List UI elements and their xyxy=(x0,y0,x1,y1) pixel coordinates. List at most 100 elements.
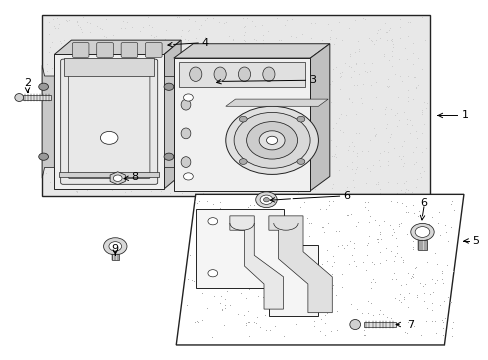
Point xyxy=(45,49,53,55)
Point xyxy=(169,149,177,155)
Circle shape xyxy=(263,198,269,202)
Point xyxy=(113,49,121,55)
Point xyxy=(217,84,225,90)
Point xyxy=(413,55,421,60)
Point xyxy=(269,88,277,94)
Point xyxy=(313,86,321,92)
Point xyxy=(349,177,357,183)
Point xyxy=(201,34,208,40)
Point xyxy=(93,172,101,178)
Point xyxy=(267,48,275,54)
Point xyxy=(148,176,156,182)
Point xyxy=(354,71,362,76)
Bar xyxy=(22,95,51,100)
Point xyxy=(376,35,384,41)
Point xyxy=(53,159,61,165)
Point xyxy=(55,49,62,55)
Point xyxy=(129,176,137,181)
Point xyxy=(370,125,378,130)
Point xyxy=(387,36,395,42)
Point xyxy=(423,100,430,106)
Point xyxy=(283,134,290,140)
Point xyxy=(103,169,111,175)
Point xyxy=(269,117,277,123)
Point xyxy=(90,68,98,74)
Point xyxy=(135,119,143,125)
Point xyxy=(400,160,407,166)
Point xyxy=(249,36,257,42)
Point xyxy=(389,145,397,151)
Point xyxy=(290,78,298,84)
Circle shape xyxy=(109,242,122,251)
Point xyxy=(237,91,245,96)
Point xyxy=(263,126,270,132)
Point xyxy=(125,86,133,91)
Point xyxy=(298,177,305,183)
Point xyxy=(82,19,90,25)
Point xyxy=(189,65,197,71)
Circle shape xyxy=(246,122,297,159)
Point xyxy=(228,37,236,43)
Point xyxy=(74,99,82,105)
Point xyxy=(101,75,108,81)
Point xyxy=(294,189,302,195)
Point xyxy=(222,54,229,59)
Point xyxy=(359,81,366,86)
Point xyxy=(287,42,295,48)
Point xyxy=(59,146,66,152)
Point xyxy=(186,102,194,107)
Point xyxy=(181,36,189,42)
Point xyxy=(92,129,100,134)
Point xyxy=(229,175,237,181)
Point xyxy=(99,85,106,91)
Point xyxy=(419,168,427,174)
Point xyxy=(342,163,350,169)
Point xyxy=(337,111,345,117)
Point xyxy=(281,145,288,150)
Point xyxy=(230,93,238,99)
Point xyxy=(399,109,407,114)
Point xyxy=(100,33,108,39)
Point xyxy=(112,99,120,105)
Point xyxy=(86,82,94,87)
Point xyxy=(281,22,288,28)
Point xyxy=(80,186,88,192)
Point xyxy=(117,25,124,31)
Point xyxy=(203,107,211,113)
Point xyxy=(83,187,91,193)
Circle shape xyxy=(239,159,246,165)
Point xyxy=(398,163,406,169)
Point xyxy=(286,181,294,187)
Point xyxy=(418,107,426,113)
Point xyxy=(411,85,419,91)
Point xyxy=(413,82,421,88)
Point xyxy=(169,151,177,157)
Bar xyxy=(98,44,112,56)
Point xyxy=(241,86,248,92)
Point xyxy=(286,115,294,121)
Point xyxy=(209,89,217,95)
Point xyxy=(277,151,285,157)
Point xyxy=(284,95,291,101)
Point xyxy=(220,117,227,122)
Point xyxy=(48,87,56,93)
Point xyxy=(184,184,192,190)
Point xyxy=(166,190,174,196)
Point xyxy=(50,52,58,58)
Point xyxy=(100,135,108,141)
Point xyxy=(164,68,172,74)
Point xyxy=(153,140,161,146)
Text: 1: 1 xyxy=(461,111,468,121)
Point xyxy=(253,73,261,79)
Point xyxy=(65,17,73,22)
Point xyxy=(95,93,103,99)
Point xyxy=(53,15,61,21)
Point xyxy=(102,35,110,40)
Point xyxy=(264,115,271,121)
Point xyxy=(250,23,258,28)
Point xyxy=(81,118,89,124)
Point xyxy=(300,139,307,145)
Point xyxy=(120,89,127,94)
Point xyxy=(268,167,276,173)
Point xyxy=(309,57,317,62)
